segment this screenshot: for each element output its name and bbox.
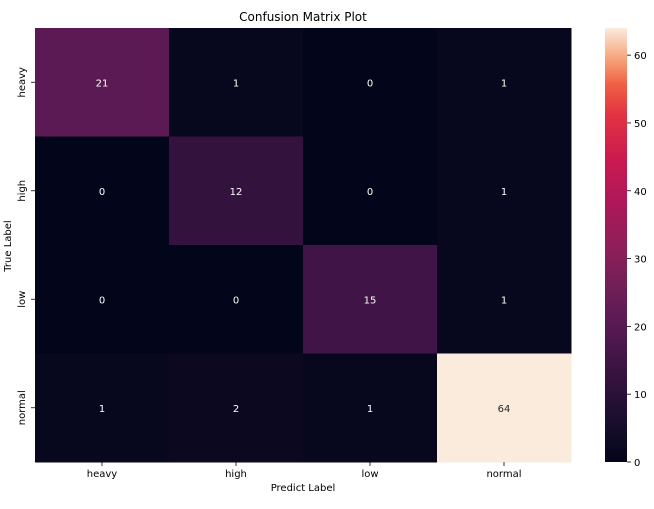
y-axis-ticks: heavy high low normal [17, 67, 35, 425]
colorbar-tick-label: 10 [634, 390, 647, 401]
colorbar-tick-label: 50 [634, 119, 647, 130]
heatmap-cell [35, 353, 170, 463]
heatmap-cells [35, 28, 572, 463]
x-axis-ticks: heavy high low normal [87, 462, 522, 480]
heatmap-annotations: 21 1 0 10 12 0 10 0 15 11 2 1 64 [96, 78, 511, 415]
cell-value-label: 0 [367, 187, 373, 198]
cell-value-label: 1 [367, 404, 373, 415]
heatmap-cell [437, 353, 572, 463]
y-axis-label: True Label [3, 220, 14, 272]
x-axis-label: Predict Label [271, 483, 336, 494]
heatmap-cell [437, 28, 572, 137]
heatmap-cell [303, 245, 438, 354]
x-tick-label: heavy [87, 469, 118, 480]
cell-value-label: 2 [233, 404, 239, 415]
x-tick-label: high [225, 469, 247, 480]
colorbar-tick-label: 20 [634, 322, 647, 333]
colorbar-tick-label: 0 [634, 458, 640, 469]
heatmap-cell [169, 353, 304, 463]
cell-value-label: 0 [233, 295, 239, 306]
colorbar-tick-label: 60 [634, 51, 647, 62]
cell-value-label: 0 [99, 187, 105, 198]
y-tick-label: normal [17, 390, 28, 425]
heatmap-cell [169, 28, 304, 137]
heatmap-cell [35, 136, 170, 246]
cell-value-label: 1 [99, 404, 105, 415]
cell-value-label: 21 [96, 78, 109, 89]
heatmap-cell [303, 136, 438, 246]
heatmap-cell [35, 245, 170, 354]
colorbar [605, 28, 627, 462]
heatmap-cell [437, 136, 572, 246]
heatmap-cell [303, 28, 438, 137]
cell-value-label: 64 [498, 404, 511, 415]
colorbar-tick-label: 30 [634, 255, 647, 266]
heatmap-cell [169, 136, 304, 246]
cell-value-label: 0 [367, 78, 373, 89]
cell-value-label: 1 [233, 78, 239, 89]
x-tick-label: normal [486, 469, 521, 480]
cell-value-label: 1 [501, 187, 507, 198]
cell-value-label: 1 [501, 78, 507, 89]
colorbar-tick-label: 40 [634, 187, 647, 198]
cell-value-label: 12 [230, 187, 243, 198]
heatmap-cell [303, 353, 438, 463]
y-tick-label: heavy [17, 67, 28, 98]
colorbar-ticks: 0 10 20 30 40 50 60 [627, 51, 647, 469]
heatmap-cell [437, 245, 572, 354]
heatmap-cell [169, 245, 304, 354]
cell-value-label: 0 [99, 295, 105, 306]
x-tick-label: low [361, 469, 378, 480]
heatmap-cell [35, 28, 170, 137]
chart-title: Confusion Matrix Plot [239, 10, 367, 24]
y-tick-label: high [17, 180, 28, 202]
y-tick-label: low [17, 291, 28, 308]
cell-value-label: 15 [364, 295, 377, 306]
cell-value-label: 1 [501, 295, 507, 306]
